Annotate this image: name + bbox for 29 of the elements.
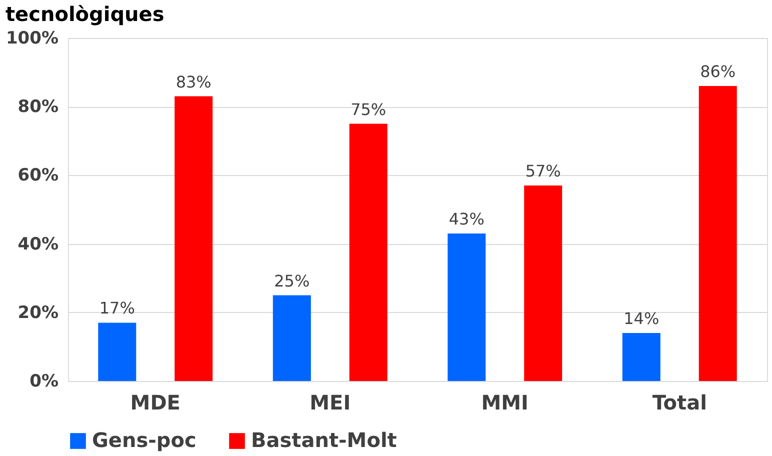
data-label: 25%	[274, 271, 310, 290]
x-tick-label: MMI	[481, 390, 528, 414]
data-label: 43%	[448, 210, 484, 229]
x-tick-label: MEI	[310, 390, 351, 414]
bar	[524, 185, 562, 381]
bar	[272, 295, 311, 381]
bar	[622, 332, 660, 381]
data-label: 86%	[700, 62, 736, 82]
data-label: 17%	[99, 298, 135, 318]
y-tick-label: 100%	[6, 28, 58, 48]
y-tick-label: 0%	[30, 372, 58, 392]
data-label: 14%	[624, 308, 660, 328]
x-tick-label: MDE	[130, 390, 180, 414]
y-tick-label: 20%	[18, 302, 58, 323]
legend-label: Gens-poc	[92, 428, 196, 452]
bar	[349, 124, 388, 381]
data-label: 75%	[350, 100, 386, 119]
data-label: 83%	[176, 72, 212, 92]
chart-title: tecnològiques	[5, 2, 164, 26]
bar	[448, 234, 486, 381]
bar	[174, 96, 213, 381]
bar	[698, 86, 737, 381]
bar	[98, 322, 136, 381]
data-label: 57%	[525, 161, 561, 180]
y-tick-label: 60%	[18, 166, 58, 186]
y-tick-label: 80%	[18, 97, 58, 118]
x-tick-label: Total	[652, 390, 707, 414]
y-tick-label: 40%	[18, 234, 58, 254]
legend-label: Bastant-Molt	[251, 428, 398, 452]
